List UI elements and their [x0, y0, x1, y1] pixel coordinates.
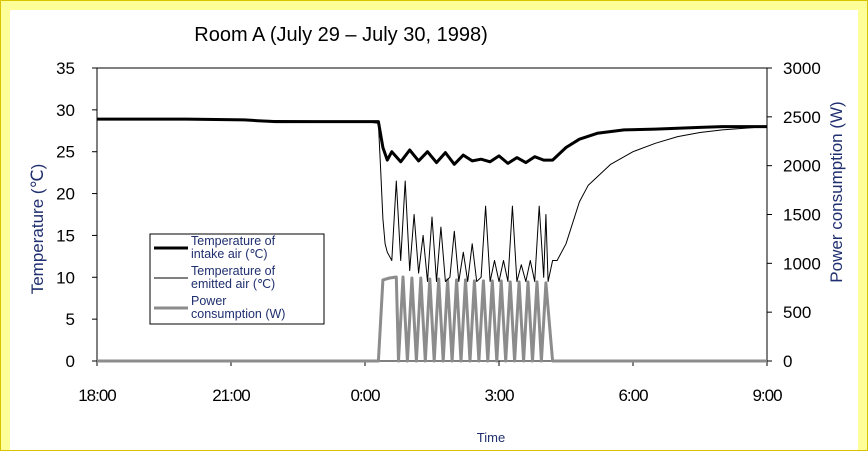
x-tick-label: 18:00: [78, 386, 116, 405]
series-line-3: [97, 275, 767, 363]
axes: 0 5 10 15 20 25 30 35 0 500 1000 1500 2000 2500 3000 18…: [56, 59, 821, 405]
y-tick-label-left: 15: [56, 226, 75, 245]
chart-title: Room A (July 29 – July 30, 1998): [194, 24, 488, 46]
x-tick-label: 21:00: [212, 386, 250, 405]
y-tick-label-right: 2500: [783, 108, 821, 127]
chart-svg: Room A (July 29 – July 30, 1998) 0 5 10 15 2…: [28, 24, 846, 445]
series-line-2: [97, 119, 768, 282]
y-tick-label-right: 1000: [783, 254, 821, 273]
series-group: [97, 117, 768, 363]
legend-label: Temperature of intake air (℃): [191, 234, 276, 261]
y-tick-label-left: 10: [56, 268, 75, 287]
y-tick-label-right: 3000: [783, 59, 821, 78]
x-tick-label: 0:00: [350, 386, 380, 405]
x-tick-label: 3:00: [484, 386, 514, 405]
x-tick-label: 9:00: [752, 386, 782, 405]
chart-area: Room A (July 29 – July 30, 1998) 0 5 10 15 2…: [10, 10, 858, 450]
y-axis-label-left: Temperature (℃): [28, 164, 47, 295]
legend: Temperature of intake air (℃) Temperature …: [149, 233, 325, 325]
y-tick-label-left: 35: [56, 59, 75, 78]
y-tick-label-left: 5: [66, 310, 75, 329]
y-tick-label-right: 0: [783, 352, 792, 371]
legend-label: Temperature of emitted air (℃): [191, 264, 276, 291]
x-axis-label: Time: [477, 430, 505, 445]
y-axis-label-right: Power consumption (W): [827, 101, 846, 282]
y-tick-label-right: 2000: [783, 157, 821, 176]
y-tick-label-left: 30: [56, 101, 75, 120]
y-tick-label-right: 500: [783, 303, 811, 322]
x-tick-label: 6:00: [618, 386, 648, 405]
legend-label: Power consumption (W): [191, 294, 285, 321]
y-tick-label-left: 25: [56, 143, 75, 162]
series-line-1: [97, 117, 767, 166]
y-tick-label-left: 20: [56, 185, 75, 204]
y-tick-label-right: 1500: [783, 206, 821, 225]
y-tick-label-left: 0: [66, 352, 75, 371]
